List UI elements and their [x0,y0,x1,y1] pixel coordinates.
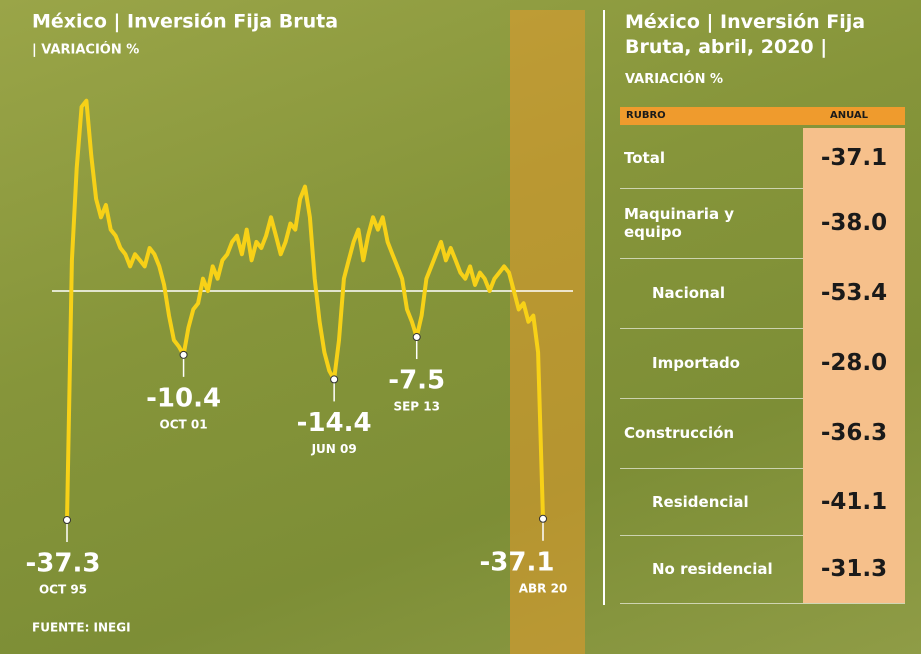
value-label: -10.4 [146,383,221,413]
table-subtitle: VARIACIÓN % [625,72,723,87]
value-label: -7.5 [388,366,445,396]
table-row: Nacional -53.4 [620,258,905,329]
row-value: -37.1 [803,128,905,188]
table-row: Importado -28.0 [620,328,905,399]
value-label: -14.4 [297,408,372,438]
row-label: Construcción [624,424,789,442]
table-row: Residencial -41.1 [620,468,905,536]
chart: México | Inversión Fija Bruta | VARIACIÓ… [0,0,600,654]
row-label: Nacional [652,284,792,302]
chart-title: México | Inversión Fija Bruta [32,11,338,33]
point-marker [180,351,187,358]
date-label: ABR 20 [519,581,568,595]
table-title: México | Inversión Fija Bruta, abril, 20… [625,10,910,60]
header-cell: RUBRO [626,110,666,121]
value-label: -37.3 [26,549,101,579]
row-value: -36.3 [803,398,905,468]
table-header: RUBRO ANUAL [620,107,905,125]
table-row: No residencial -31.3 [620,535,905,604]
row-label: Maquinaria y equipo [624,205,789,241]
row-value: -41.1 [803,468,905,535]
point-marker [331,376,338,383]
row-value: -53.4 [803,258,905,328]
source: FUENTE: INEGI [32,621,131,635]
point-marker [540,515,547,522]
date-label: JUN 09 [311,442,357,456]
row-value: -31.3 [803,535,905,603]
row-label: No residencial [652,560,792,578]
divider [603,10,605,605]
infographic: México | Inversión Fija Bruta | VARIACIÓ… [0,0,921,654]
row-label: Importado [652,354,792,372]
point-marker [64,517,71,524]
chart-subtitle: | VARIACIÓN % [32,42,139,58]
row-label: Total [624,149,789,167]
table-row: Construcción -36.3 [620,398,905,469]
header-cell: ANUAL [830,110,868,121]
value-label: -37.1 [480,547,555,577]
date-label: OCT 01 [160,417,208,431]
data-line [67,101,543,520]
table-panel: México | Inversión Fija Bruta, abril, 20… [605,0,921,654]
date-label: SEP 13 [393,400,440,414]
table-row: Total -37.1 [620,128,905,189]
row-label: Residencial [652,493,792,511]
point-marker [413,334,420,341]
date-label: OCT 95 [39,583,87,597]
row-value: -38.0 [803,188,905,258]
table-row: Maquinaria y equipo -38.0 [620,188,905,259]
row-value: -28.0 [803,328,905,398]
